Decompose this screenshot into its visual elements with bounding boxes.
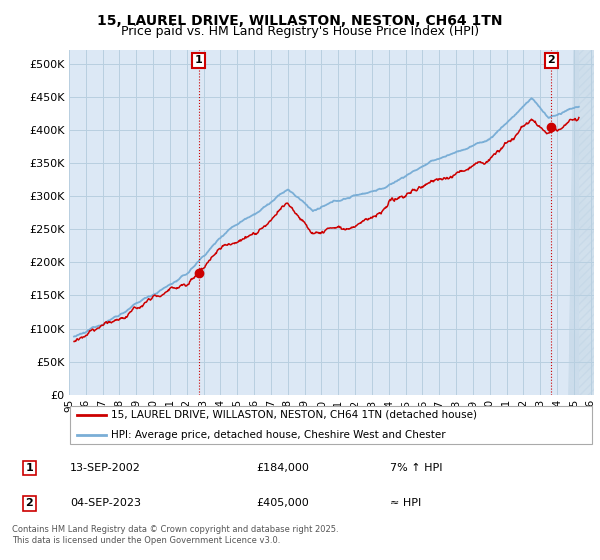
Text: £184,000: £184,000 xyxy=(256,463,310,473)
Text: 2: 2 xyxy=(26,498,34,508)
Text: 1: 1 xyxy=(194,55,202,66)
Text: 13-SEP-2002: 13-SEP-2002 xyxy=(70,463,141,473)
Bar xyxy=(579,50,594,395)
Text: 04-SEP-2023: 04-SEP-2023 xyxy=(70,498,141,508)
Text: £405,000: £405,000 xyxy=(256,498,309,508)
Text: 1: 1 xyxy=(26,463,34,473)
Text: 15, LAUREL DRIVE, WILLASTON, NESTON, CH64 1TN: 15, LAUREL DRIVE, WILLASTON, NESTON, CH6… xyxy=(97,14,503,28)
FancyBboxPatch shape xyxy=(70,407,592,444)
Text: 2: 2 xyxy=(548,55,556,66)
Text: ≈ HPI: ≈ HPI xyxy=(391,498,422,508)
Text: Contains HM Land Registry data © Crown copyright and database right 2025.
This d: Contains HM Land Registry data © Crown c… xyxy=(12,525,338,545)
Text: HPI: Average price, detached house, Cheshire West and Chester: HPI: Average price, detached house, Ches… xyxy=(111,430,446,440)
Bar xyxy=(579,50,594,395)
Text: 7% ↑ HPI: 7% ↑ HPI xyxy=(391,463,443,473)
Text: Price paid vs. HM Land Registry's House Price Index (HPI): Price paid vs. HM Land Registry's House … xyxy=(121,25,479,38)
Text: 15, LAUREL DRIVE, WILLASTON, NESTON, CH64 1TN (detached house): 15, LAUREL DRIVE, WILLASTON, NESTON, CH6… xyxy=(111,410,477,420)
